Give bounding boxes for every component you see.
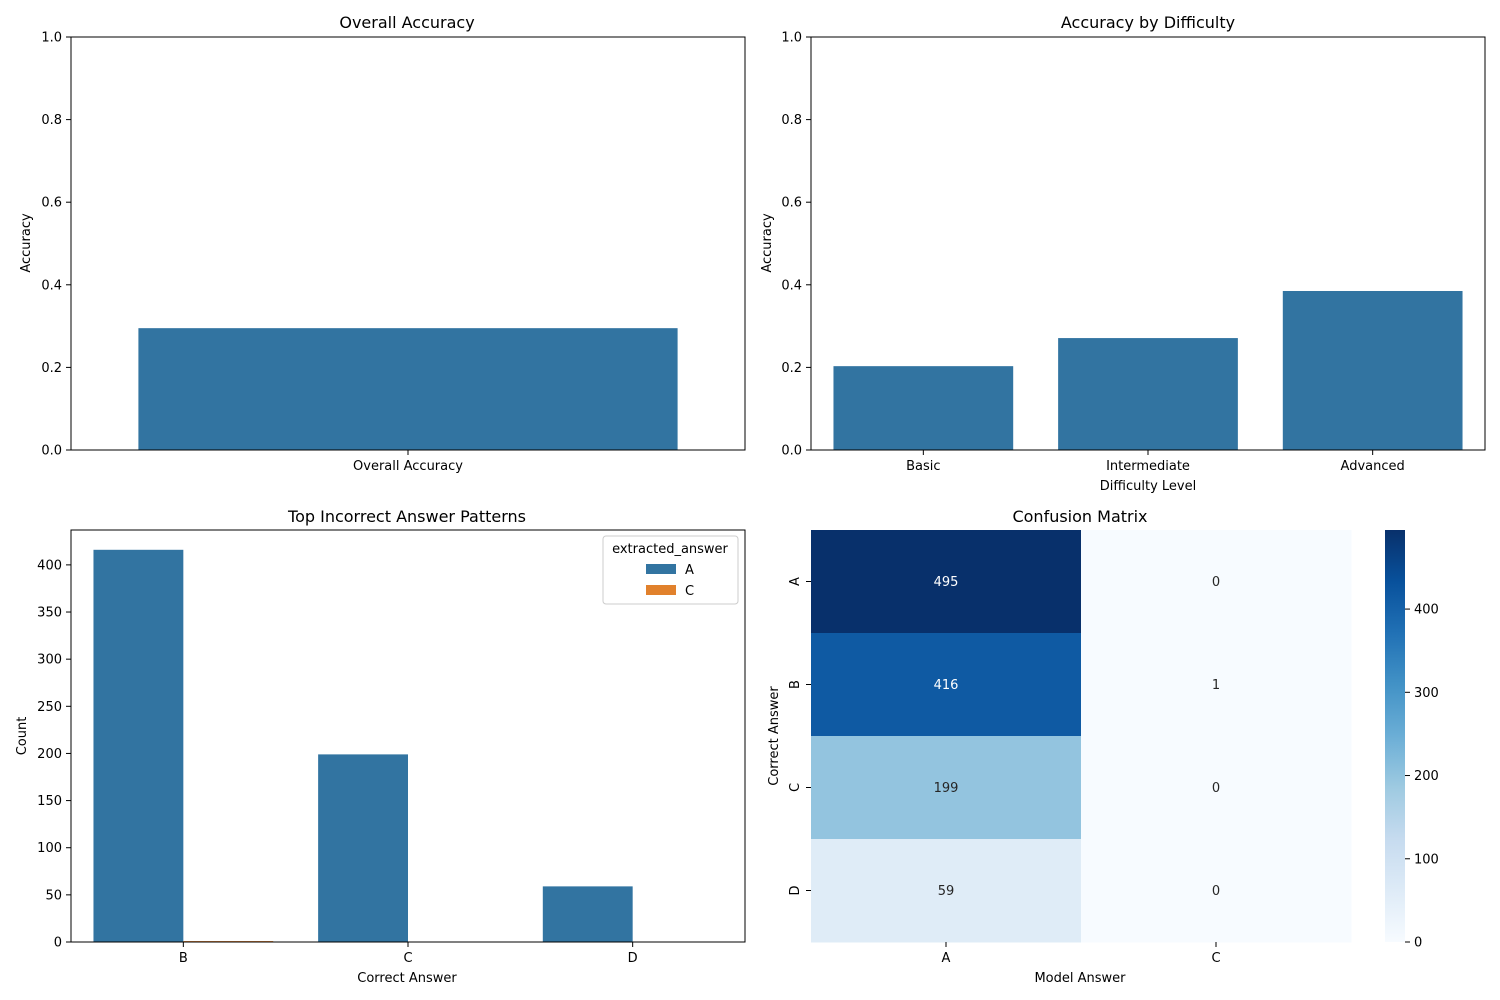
y-tick-label: D [788,885,803,895]
y-tick-label: 250 [37,700,62,715]
panel-title: Overall Accuracy [339,13,474,32]
x-axis-label: Difficulty Level [1100,479,1196,494]
x-axis-label: Correct Answer [357,971,457,986]
legend: extracted_answer A C [602,535,739,605]
x-tick-label: C [1211,951,1220,966]
heatmap-cell-b-c [1081,633,1352,737]
y-tick-label: 100 [37,841,62,856]
plot-frame [70,529,746,943]
colorbar-tick-label: 300 [1414,686,1439,701]
panel-title: Top Incorrect Answer Patterns [287,507,526,526]
x-tick-label: C [403,951,412,966]
y-tick-label: 1.0 [41,31,62,46]
y-tick-label: 0.0 [781,444,802,459]
y-tick-label: 0.6 [41,196,62,211]
x-tick-label: A [942,951,951,966]
legend-swatch-a [646,564,676,574]
y-tick-label: 0.2 [781,361,802,376]
y-tick-label: 0.4 [781,278,802,293]
bar-b-series-a [93,549,184,942]
overall-accuracy-panel: Overall Accuracy Accuracy Overall Accura… [19,13,746,474]
legend-title: extracted_answer [612,542,728,557]
y-tick-label: A [788,577,803,586]
y-tick-label: 0.8 [781,113,802,128]
cell-value-label: 416 [934,678,959,693]
bar-basic [833,366,1014,450]
colorbar-tick-label: 0 [1414,936,1422,951]
x-axis-label: Model Answer [1034,971,1126,986]
heatmap-cell-c-a [811,736,1082,840]
cell-value-label: 495 [934,575,959,590]
plot-frame [70,36,746,451]
cell-value-label: 0 [1212,781,1220,796]
y-axis-label: Accuracy [760,213,775,273]
heatmap-cell-d-a [811,839,1082,943]
y-tick-label: 0.0 [41,444,62,459]
heatmap-cell-d-c [1081,839,1352,943]
colorbar-tick-label: 100 [1414,852,1439,867]
bar-c-series-a [318,754,408,942]
legend-label-a: A [685,563,694,578]
x-tick-label: Advanced [1341,459,1405,474]
accuracy-by-difficulty-panel: Accuracy by Difficulty Accuracy Difficul… [760,13,1486,494]
y-tick-label: 50 [45,888,62,903]
x-tick-label: B [179,951,188,966]
x-tick-label: Intermediate [1106,459,1190,474]
legend-label-c: C [685,584,694,599]
y-tick-label: 400 [37,558,62,573]
incorrect-patterns-panel: Top Incorrect Answer Patterns Count Corr… [15,507,746,986]
y-tick-label: 0.6 [781,196,802,211]
colorbar: 0 100 200 300 400 [1385,530,1439,951]
legend-swatch-c [646,585,676,595]
y-axis-label: Count [15,717,30,756]
heatmap-cell-c-c [1081,736,1352,840]
y-tick-label: 1.0 [781,31,802,46]
bar-intermediate [1058,338,1238,450]
cell-value-label: 0 [1212,884,1220,899]
y-tick-label: 0.8 [41,113,62,128]
bar-overall-accuracy [138,328,678,450]
cell-value-label: 1 [1212,678,1220,693]
y-tick-label: 0.4 [41,278,62,293]
y-tick-label: 300 [37,653,62,668]
cell-value-label: 0 [1212,575,1220,590]
y-tick-label: 350 [37,606,62,621]
x-tick-label: Basic [906,459,940,474]
y-axis-label: Correct Answer [767,686,782,786]
heatmap-cell-a-c [1081,530,1352,634]
confusion-matrix-panel: Confusion Matrix Correct Answer Model An… [767,507,1439,986]
y-tick-label: 0.2 [41,361,62,376]
heatmap-cell-b-a [811,633,1082,737]
colorbar-tick-label: 200 [1414,769,1439,784]
y-tick-label: 0 [54,936,62,951]
colorbar-gradient [1385,530,1405,942]
panel-title: Confusion Matrix [1012,507,1147,526]
bar-advanced [1282,290,1463,450]
heatmap-cell-a-a [811,530,1082,634]
colorbar-tick-label: 400 [1414,603,1439,618]
panel-title: Accuracy by Difficulty [1061,13,1235,32]
x-tick-label: Overall Accuracy [353,459,463,474]
y-tick-label: C [788,783,803,792]
y-tick-label: 200 [37,747,62,762]
y-tick-label: B [788,680,803,689]
y-axis-label: Accuracy [19,213,34,273]
x-tick-label: D [628,951,638,966]
cell-value-label: 199 [934,781,959,796]
plot-frame [810,36,1486,451]
y-tick-label: 150 [37,794,62,809]
bar-d-series-a [542,886,633,942]
cell-value-label: 59 [938,884,955,899]
